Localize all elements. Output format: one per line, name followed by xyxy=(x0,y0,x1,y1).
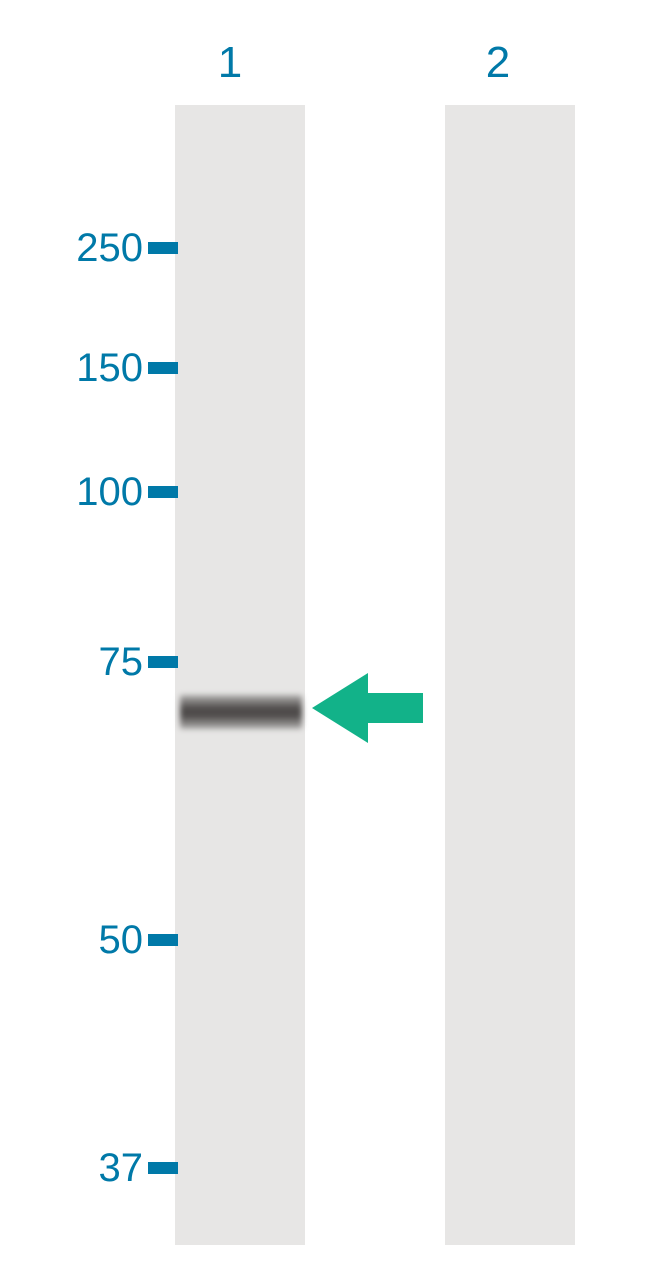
marker-tick-100 xyxy=(148,486,178,498)
marker-label-75: 75 xyxy=(99,640,144,685)
marker-label-150: 150 xyxy=(76,346,143,391)
western-blot-figure: 1 2 250 150 100 75 50 37 xyxy=(0,0,650,1270)
marker-tick-250 xyxy=(148,242,178,254)
arrow-shaft xyxy=(368,693,423,723)
lane-2-strip xyxy=(445,105,575,1245)
protein-band-lane-1 xyxy=(180,695,302,729)
lane-1-strip xyxy=(175,105,305,1245)
marker-tick-50 xyxy=(148,934,178,946)
marker-tick-75 xyxy=(148,656,178,668)
marker-label-250: 250 xyxy=(76,226,143,271)
marker-label-37: 37 xyxy=(99,1146,144,1191)
lane-2-header: 2 xyxy=(478,38,518,88)
marker-tick-37 xyxy=(148,1162,178,1174)
lane-1-header: 1 xyxy=(210,38,250,88)
marker-label-100: 100 xyxy=(76,470,143,515)
arrow-head-icon xyxy=(312,673,368,743)
marker-tick-150 xyxy=(148,362,178,374)
marker-label-50: 50 xyxy=(99,918,144,963)
